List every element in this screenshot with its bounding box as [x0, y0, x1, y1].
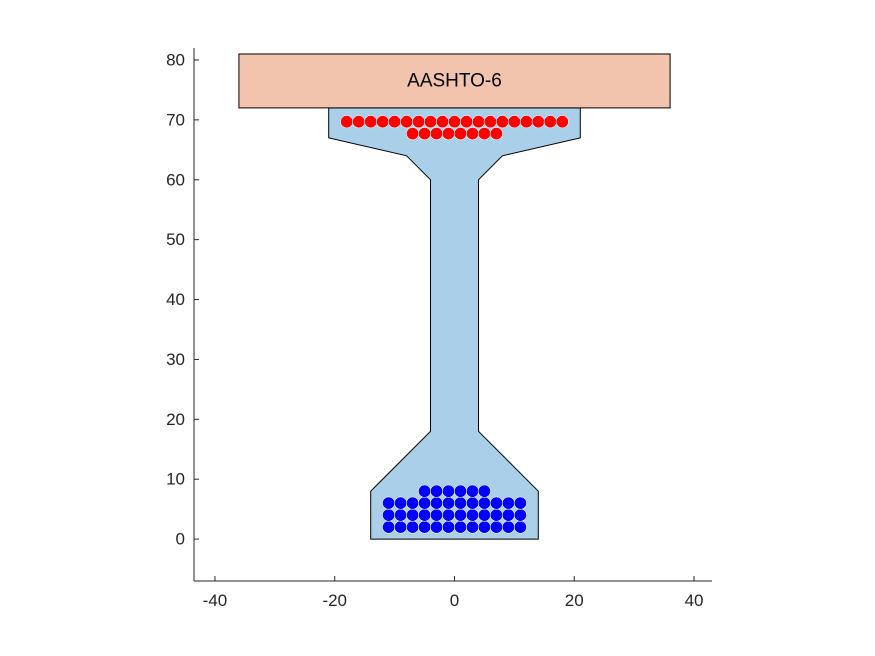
bottom-strand: [429, 496, 443, 510]
axes: [193, 48, 712, 582]
bottom-strand: [513, 520, 527, 534]
top-strand: [418, 127, 432, 141]
top-strand: [495, 115, 509, 129]
bottom-strand: [465, 520, 479, 534]
x-tick-label: -40: [203, 591, 228, 610]
top-strand: [489, 127, 503, 141]
top-strand: [376, 115, 390, 129]
top-strand: [400, 115, 414, 129]
top-strand: [423, 115, 437, 129]
x-tick-label: 20: [565, 591, 584, 610]
bottom-strand: [501, 520, 515, 534]
y-tick-label: 20: [166, 410, 185, 429]
bottom-strand: [441, 520, 455, 534]
y-tick-label: 70: [166, 110, 185, 129]
bottom-strand: [489, 508, 503, 522]
bottom-strand: [465, 484, 479, 498]
x-tick-label: -20: [322, 591, 347, 610]
y-tick-label: 80: [166, 50, 185, 69]
top-strand: [465, 127, 479, 141]
y-tick-label: 60: [166, 170, 185, 189]
bottom-strand: [453, 508, 467, 522]
bottom-strand: [441, 484, 455, 498]
top-strand: [406, 127, 420, 141]
bottom-strand: [513, 508, 527, 522]
deck-label: AASHTO-6: [407, 70, 502, 91]
bottom-strand: [465, 508, 479, 522]
bottom-strand: [429, 484, 443, 498]
bottom-strand: [382, 508, 396, 522]
bottom-strand: [406, 508, 420, 522]
top-strand: [471, 115, 485, 129]
bottom-strand: [501, 496, 515, 510]
top-strand: [543, 115, 557, 129]
girder-section: [328, 107, 581, 540]
bottom-strand: [501, 508, 515, 522]
bottom-strand: [477, 484, 491, 498]
deck-slab: [238, 53, 671, 109]
top-strand: [459, 115, 473, 129]
bottom-strand: [382, 520, 396, 534]
y-tick-label: 0: [176, 530, 185, 549]
top-strand: [453, 127, 467, 141]
bottom-strand: [406, 520, 420, 534]
top-strand: [519, 115, 533, 129]
bottom-strand: [441, 496, 455, 510]
bottom-strand: [477, 520, 491, 534]
top-strand: [435, 115, 449, 129]
bottom-strand: [453, 520, 467, 534]
tick-labels: -40 -20 0 20 40 0 10 20 30 40 50 60 70 80: [166, 50, 703, 610]
top-strand: [531, 115, 545, 129]
y-tick-label: 40: [166, 290, 185, 309]
top-strand: [477, 127, 491, 141]
top-strand: [388, 115, 402, 129]
bottom-strand: [429, 520, 443, 534]
bottom-strand: [394, 520, 408, 534]
bottom-strand: [453, 496, 467, 510]
bottom-strand: [477, 496, 491, 510]
top-strand: [364, 115, 378, 129]
top-strand: [555, 115, 569, 129]
top-strand: [447, 115, 461, 129]
bottom-strand: [489, 496, 503, 510]
bottom-strand: [489, 520, 503, 534]
bottom-strand: [453, 484, 467, 498]
bottom-strand: [418, 520, 432, 534]
y-tick-label: 50: [166, 230, 185, 249]
top-strand: [507, 115, 521, 129]
bottom-strand: [394, 496, 408, 510]
top-strand: [352, 115, 366, 129]
bottom-strand: [406, 496, 420, 510]
top-strand: [429, 127, 443, 141]
bottom-strand: [382, 496, 396, 510]
x-tick-label: 0: [450, 591, 459, 610]
bottom-strand: [418, 496, 432, 510]
top-strand: [483, 115, 497, 129]
bottom-strand: [394, 508, 408, 522]
top-strand: [412, 115, 426, 129]
top-strand: [441, 127, 455, 141]
bottom-strand: [418, 508, 432, 522]
y-tick-label: 30: [166, 350, 185, 369]
bottom-strand: [477, 508, 491, 522]
bottom-strand: [429, 508, 443, 522]
plot-area: [238, 53, 671, 540]
top-strand: [340, 115, 354, 129]
bottom-strand: [441, 508, 455, 522]
x-tick-label: 40: [685, 591, 704, 610]
bottom-strand: [465, 496, 479, 510]
bottom-strand: [513, 496, 527, 510]
y-tick-label: 10: [166, 470, 185, 489]
bottom-strand: [418, 484, 432, 498]
